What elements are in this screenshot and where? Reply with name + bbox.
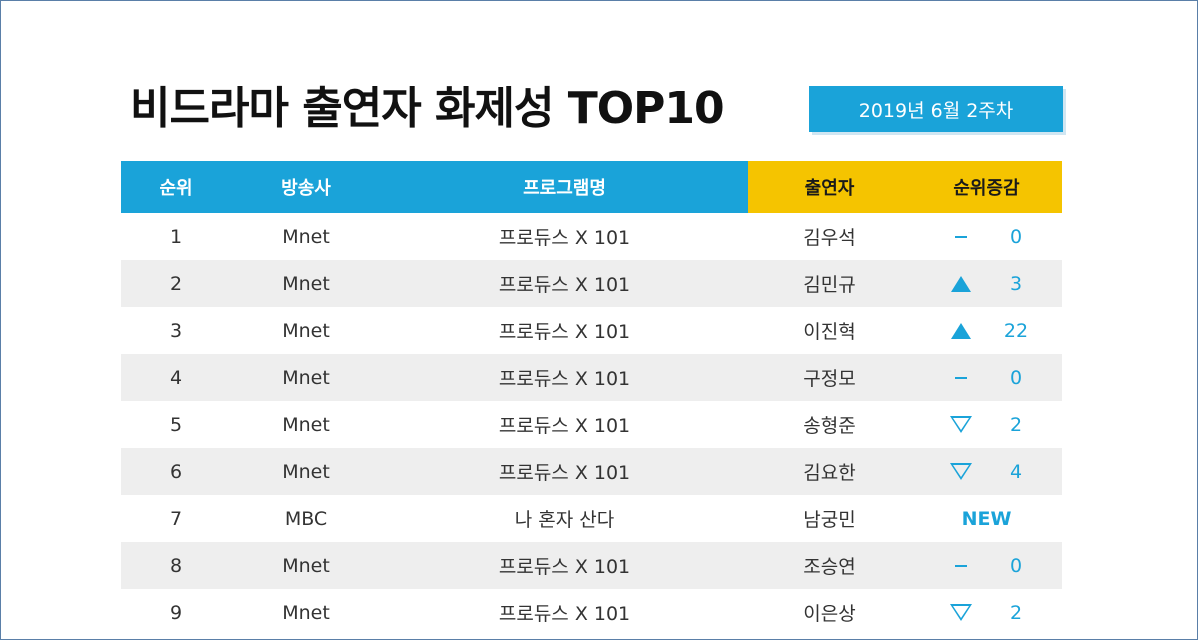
change-cell: 4 — [911, 448, 1062, 495]
cast-cell: 이진혁 — [803, 321, 856, 343]
change-cell: 22 — [911, 307, 1062, 354]
change-value: 0 — [1009, 225, 1023, 248]
table-row: 6 Mnet 프로듀스 X 101 김요한 4 — [121, 448, 1062, 495]
page-title: 비드라마 출연자 화제성 TOP10 — [130, 83, 725, 134]
change-cell: 3 — [911, 260, 1062, 307]
change-cell: 0 — [911, 354, 1062, 401]
cast-cell: 송형준 — [803, 415, 856, 437]
channel-cell: MBC — [284, 507, 328, 530]
rank-cell: 5 — [169, 413, 183, 436]
cast-cell: 조승연 — [803, 556, 856, 578]
cast-cell: 구정모 — [803, 368, 856, 390]
cast-cell: 남궁민 — [803, 509, 856, 531]
rank-cell: 3 — [169, 319, 183, 342]
program-cell: 프로듀스 X 101 — [498, 603, 631, 625]
no-change-icon — [949, 542, 973, 589]
rank-cell: 6 — [169, 460, 183, 483]
rank-cell: 4 — [169, 366, 183, 389]
cast-cell: 김우석 — [803, 227, 856, 249]
ranking-table: 순위 방송사 프로그램명 출연자 순위증감 1 Mnet 프로듀스 X 101 김우석… — [121, 161, 1062, 636]
table-row: 8 Mnet 프로듀스 X 101 조승연 0 — [121, 542, 1062, 589]
change-cell: 0 — [911, 213, 1062, 260]
table-row: 3 Mnet 프로듀스 X 101 이진혁 22 — [121, 307, 1062, 354]
channel-cell: Mnet — [282, 272, 330, 295]
rank-down-icon — [949, 589, 973, 636]
table-row: 1 Mnet 프로듀스 X 101 김우석 0 — [121, 213, 1062, 260]
cast-cell: 이은상 — [803, 603, 856, 625]
week-badge: 2019년 6월 2주차 — [809, 86, 1063, 132]
program-cell: 나 혼자 산다 — [514, 509, 615, 531]
rank-cell: 7 — [169, 507, 183, 530]
table-row: 2 Mnet 프로듀스 X 101 김민규 3 — [121, 260, 1062, 307]
table-row: 9 Mnet 프로듀스 X 101 이은상 2 — [121, 589, 1062, 636]
program-cell: 프로듀스 X 101 — [498, 321, 631, 343]
channel-cell: Mnet — [282, 460, 330, 483]
change-value: 2 — [1009, 601, 1023, 624]
change-value: 0 — [1009, 366, 1023, 389]
table-row: 7 MBC 나 혼자 산다 남궁민 NEW — [121, 495, 1062, 542]
change-cell: 2 — [911, 589, 1062, 636]
table-row: 5 Mnet 프로듀스 X 101 송형준 2 — [121, 401, 1062, 448]
change-cell: 0 — [911, 542, 1062, 589]
header-channel: 방송사 — [231, 161, 381, 213]
change-value: 2 — [1009, 413, 1023, 436]
program-cell: 프로듀스 X 101 — [498, 556, 631, 578]
header-change: 순위증감 — [911, 161, 1062, 213]
table-header: 순위 방송사 프로그램명 출연자 순위증감 — [121, 161, 1062, 213]
channel-cell: Mnet — [282, 413, 330, 436]
rank-up-icon — [949, 260, 973, 307]
channel-cell: Mnet — [282, 319, 330, 342]
cast-cell: 김민규 — [803, 274, 856, 296]
program-cell: 프로듀스 X 101 — [498, 368, 631, 390]
program-cell: 프로듀스 X 101 — [498, 274, 631, 296]
header-program: 프로그램명 — [381, 161, 748, 213]
rank-down-icon — [949, 401, 973, 448]
change-value: 22 — [1003, 319, 1029, 342]
rank-up-icon — [949, 307, 973, 354]
rank-down-icon — [949, 448, 973, 495]
channel-cell: Mnet — [282, 554, 330, 577]
channel-cell: Mnet — [282, 601, 330, 624]
table-row: 4 Mnet 프로듀스 X 101 구정모 0 — [121, 354, 1062, 401]
change-cell: NEW — [911, 495, 1062, 542]
rank-cell: 9 — [169, 601, 183, 624]
channel-cell: Mnet — [282, 225, 330, 248]
new-badge: NEW — [961, 507, 1012, 530]
change-value: 0 — [1009, 554, 1023, 577]
header-rank: 순위 — [121, 161, 231, 213]
rank-cell: 2 — [169, 272, 183, 295]
program-cell: 프로듀스 X 101 — [498, 227, 631, 249]
rank-cell: 1 — [169, 225, 183, 248]
change-value: 3 — [1009, 272, 1023, 295]
header-cast: 출연자 — [748, 161, 911, 213]
rank-cell: 8 — [169, 554, 183, 577]
table-body: 1 Mnet 프로듀스 X 101 김우석 0 2 Mnet 프로듀스 X 101 김민규 3 3 M… — [121, 213, 1062, 636]
channel-cell: Mnet — [282, 366, 330, 389]
cast-cell: 김요한 — [803, 462, 856, 484]
no-change-icon — [949, 213, 973, 260]
program-cell: 프로듀스 X 101 — [498, 462, 631, 484]
no-change-icon — [949, 354, 973, 401]
change-cell: 2 — [911, 401, 1062, 448]
change-value: 4 — [1009, 460, 1023, 483]
program-cell: 프로듀스 X 101 — [498, 415, 631, 437]
